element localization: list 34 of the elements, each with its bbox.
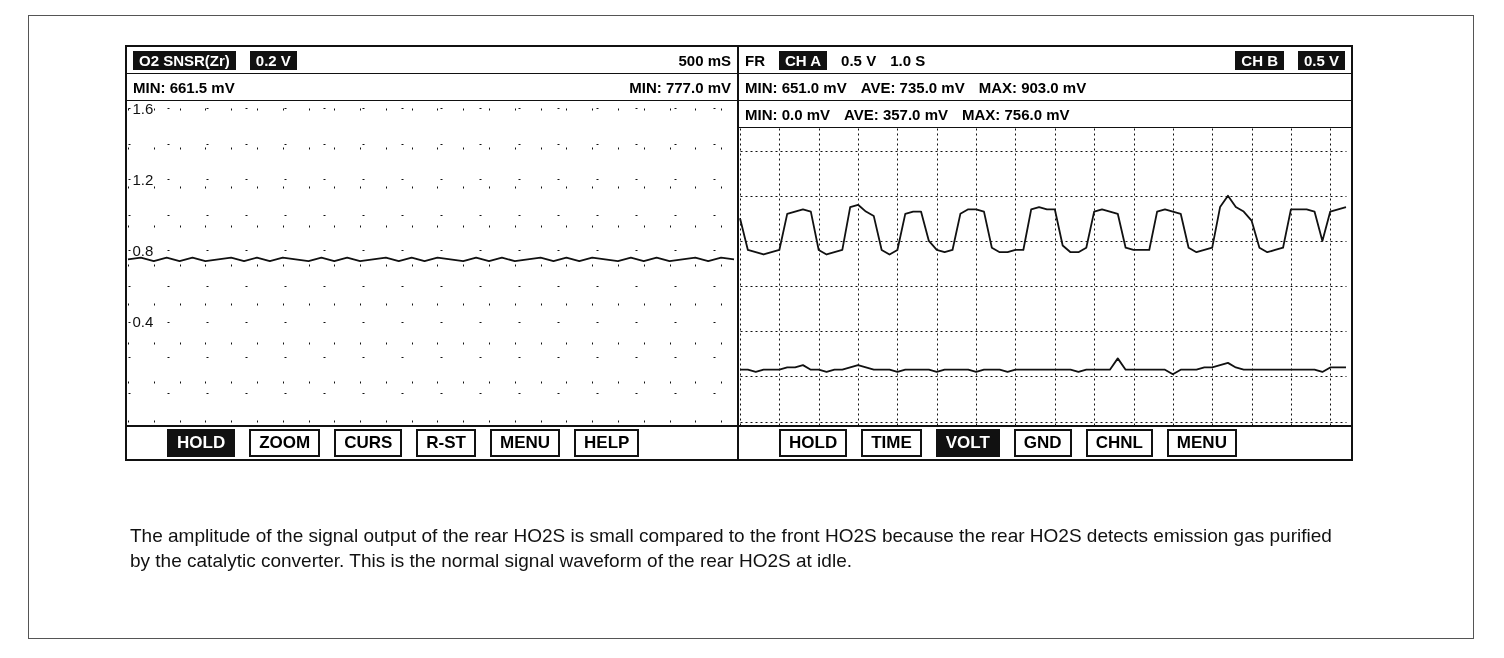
text: MAX: 903.0 mV [978,78,1087,96]
text: MENU [490,429,561,457]
text: HOLD [167,429,236,457]
text: CH B [1235,50,1284,70]
y-tick-label: 0.8 [132,241,154,259]
text: CH A [779,50,828,70]
text: CHNL [1085,429,1153,457]
text: MIN: 661.5 mV [133,78,235,96]
text: 0.5 V [1297,50,1345,70]
text: The amplitude of the signal output of the rear HO2S is small compared to the front HO2S because the rear HO2S detects emission gas purified by the catalytic converter. This is the normal signal waveform of the rear HO2S at idle. [130,524,1333,573]
text: TIME [861,429,922,457]
text: MIN: 777.0 mV [629,78,731,96]
text: VOLT [935,429,1000,457]
y-tick-label: 0.4 [132,313,154,331]
chart-title: O2 SNSR(Zr) [133,50,236,70]
text: AVE: 735.0 mV [860,78,965,96]
text: 1.0 S [890,51,926,69]
text: MIN: 0.0 mV [745,105,831,123]
chart-title: FR [745,51,765,69]
text: MIN: 651.0 mV [745,78,847,96]
text: 0.2 V [249,50,297,70]
text: R-ST [416,429,477,457]
text: MAX: 756.0 mV [961,105,1070,123]
text: MENU [1166,429,1237,457]
text: AVE: 357.0 mV [844,105,948,123]
text: HOLD [779,429,848,457]
text: HELP [574,429,640,457]
text: ZOOM [249,429,321,457]
text: CURS [334,429,403,457]
text: GND [1013,429,1072,457]
y-tick-label: 1.6 [132,99,154,117]
y-tick-label: 1.2 [132,170,154,188]
text: 0.5 V [841,51,877,69]
text: 500 mS [678,51,731,69]
